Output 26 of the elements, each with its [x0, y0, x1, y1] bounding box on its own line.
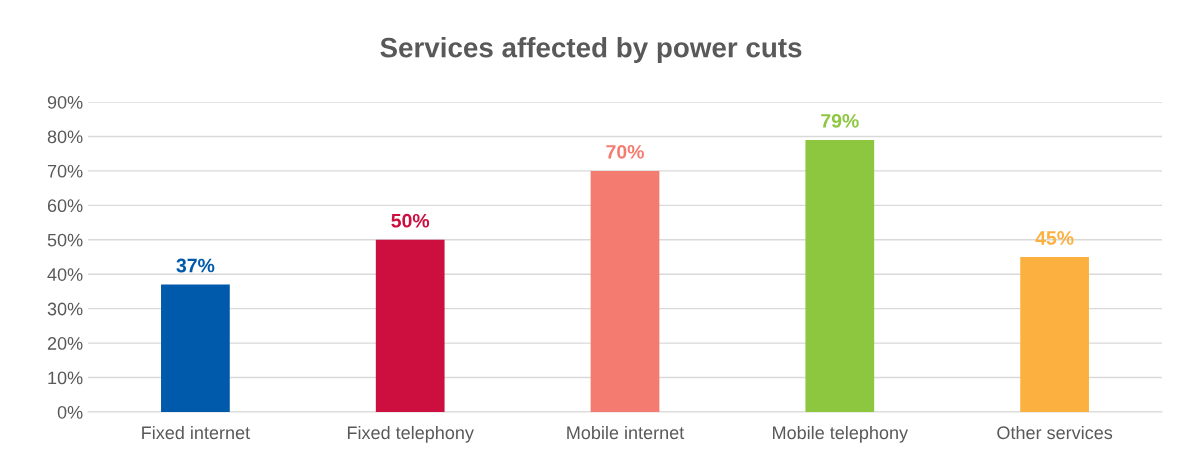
y-tick-label: 20%	[47, 337, 83, 350]
x-tick-label: Fixed internet	[142, 425, 250, 440]
chart-title: Services affected by power cuts	[380, 37, 802, 63]
data-label: 79%	[821, 113, 859, 128]
x-tick-label: Mobile telephony	[773, 425, 909, 443]
data-label: 45%	[1035, 231, 1074, 245]
data-label: 70%	[606, 144, 644, 159]
bar	[590, 170, 660, 412]
y-tick-label: 80%	[47, 130, 83, 144]
y-tick-label: 40%	[47, 268, 83, 281]
y-tick-label: 90%	[47, 95, 83, 109]
x-tick-label: Mobile internet	[567, 425, 685, 440]
y-tick-label: 70%	[47, 164, 83, 178]
data-label: 37%	[176, 258, 215, 273]
y-tick-label: 30%	[47, 302, 83, 316]
x-tick-label: Other services	[997, 425, 1113, 440]
bar	[375, 239, 445, 412]
bar	[1020, 257, 1089, 412]
bar	[805, 139, 875, 412]
y-tick-label: 10%	[48, 371, 83, 385]
y-tick-label: 50%	[47, 233, 83, 247]
bar	[161, 284, 230, 412]
y-tick-label: 60%	[47, 199, 83, 213]
y-tick-label: 0%	[57, 405, 83, 419]
x-tick-label: Fixed telephony	[347, 425, 474, 443]
data-label: 50%	[391, 213, 430, 228]
